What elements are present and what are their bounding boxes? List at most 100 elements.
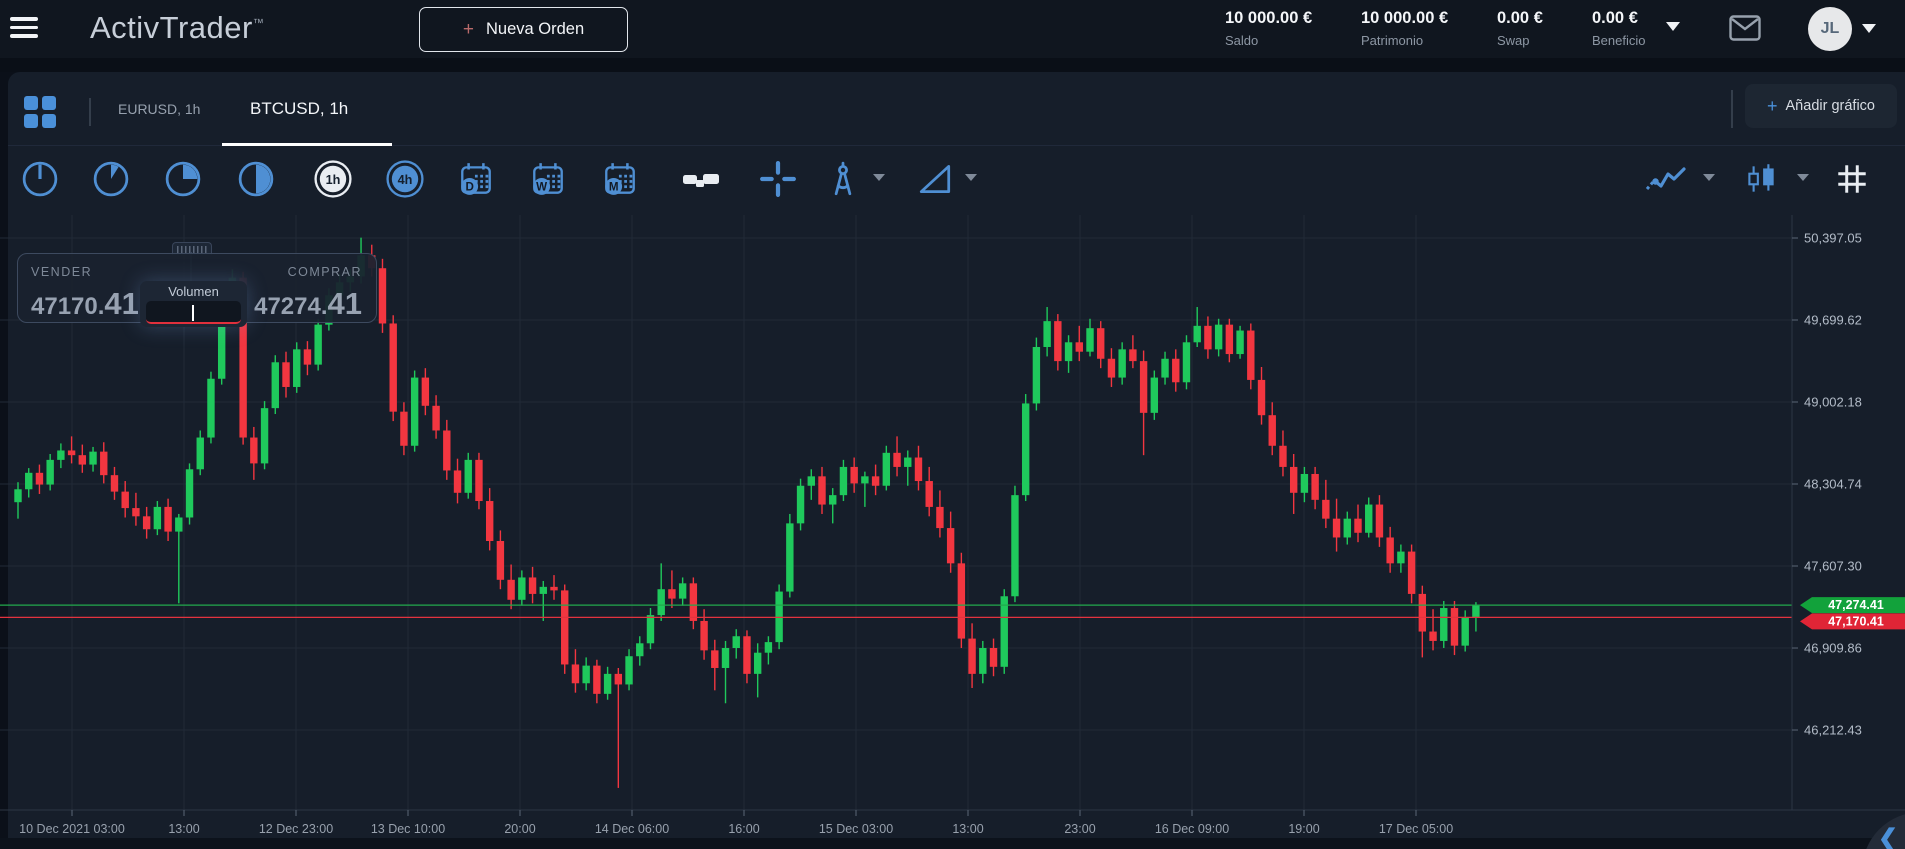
tf-1w-button[interactable]: W: [526, 155, 570, 203]
svg-text:20:00: 20:00: [504, 822, 535, 836]
menu-icon[interactable]: [10, 17, 38, 41]
app-logo: ActivTrader™: [90, 10, 265, 45]
svg-text:47,274.41: 47,274.41: [1828, 598, 1884, 612]
candles-layer: [14, 237, 1480, 788]
tf-4h-button[interactable]: 4h: [383, 155, 427, 203]
svg-text:49,002.18: 49,002.18: [1804, 395, 1862, 410]
workspace-gap: [0, 58, 1905, 72]
svg-text:M: M: [609, 181, 619, 194]
tab-eurusd[interactable]: EURUSD, 1h: [100, 72, 218, 146]
grid-layout-button[interactable]: [1830, 155, 1874, 203]
order-widget-drag-handle[interactable]: [172, 242, 212, 255]
divider: [1731, 90, 1733, 128]
bid-price-tag: 47,170.41: [1800, 613, 1905, 630]
swap-label: Swap: [1497, 33, 1530, 48]
tab-btcusd-label: BTCUSD, 1h: [250, 99, 349, 118]
add-chart-label: Añadir gráfico: [1785, 98, 1875, 114]
text-caret: [192, 305, 194, 321]
svg-text:47,170.41: 47,170.41: [1828, 614, 1884, 628]
avatar-initials: JL: [1820, 20, 1840, 37]
drawing-tools-button[interactable]: [821, 155, 865, 203]
active-tab-underline: [222, 143, 392, 146]
svg-text:15 Dec 03:00: 15 Dec 03:00: [819, 822, 893, 836]
header-bar: ActivTrader™ + Nueva Orden 10 000.00 € S…: [0, 0, 1905, 58]
buy-label: COMPRAR: [287, 265, 362, 279]
new-order-button[interactable]: + Nueva Orden: [419, 7, 628, 52]
tf-1h-button[interactable]: 1h: [311, 155, 355, 203]
chart-type-button[interactable]: [1739, 155, 1783, 203]
volume-input[interactable]: [146, 301, 241, 324]
chart-panel: [8, 72, 1905, 838]
svg-text:12 Dec 23:00: 12 Dec 23:00: [259, 822, 333, 836]
tab-eurusd-label: EURUSD, 1h: [118, 101, 201, 117]
candlestick-chart: 50,397.05 49,699.62 49,002.18 48,304.74 47,6…: [0, 215, 1905, 836]
divider: [89, 98, 91, 126]
indicators-button-caret-icon[interactable]: [1703, 174, 1715, 181]
volume-label: Volumen: [168, 284, 219, 299]
account-balance: 10 000.00 € Saldo: [1225, 9, 1312, 48]
tab-btcusd[interactable]: BTCUSD, 1h: [222, 72, 376, 146]
tf-5m-button[interactable]: [89, 155, 133, 203]
price-lines: [0, 604, 1792, 619]
trademark: ™: [252, 17, 265, 30]
buy-price-button[interactable]: 47274.41: [254, 286, 362, 321]
profit-value: 0.00 €: [1592, 9, 1638, 27]
chart-toolbar: 1h 4h D W M: [8, 146, 1905, 215]
shapes-tool-button-caret-icon[interactable]: [965, 174, 977, 181]
swap-value: 0.00 €: [1497, 9, 1543, 27]
volume-widget: Volumen: [140, 281, 247, 327]
svg-text:4h: 4h: [398, 173, 413, 187]
tf-1mo-button[interactable]: M: [598, 155, 642, 203]
svg-text:13:00: 13:00: [168, 822, 199, 836]
svg-text:47,607.30: 47,607.30: [1804, 559, 1862, 574]
svg-text:1h: 1h: [326, 173, 341, 187]
account-equity: 10 000.00 € Patrimonio: [1361, 9, 1448, 48]
svg-text:23:00: 23:00: [1064, 822, 1095, 836]
crosshair-button[interactable]: [756, 155, 800, 203]
svg-text:49,699.62: 49,699.62: [1804, 313, 1862, 328]
chart-type-button-caret-icon[interactable]: [1797, 174, 1809, 181]
ask-price-tag: 47,274.41: [1800, 597, 1905, 614]
account-swap: 0.00 € Swap: [1497, 9, 1543, 48]
svg-text:W: W: [536, 181, 547, 194]
add-chart-button[interactable]: + Añadir gráfico: [1745, 84, 1897, 128]
bottom-strip: [0, 838, 1905, 849]
plus-icon: +: [1767, 95, 1778, 116]
svg-text:14 Dec 06:00: 14 Dec 06:00: [595, 822, 669, 836]
price-axis: 50,397.05 49,699.62 49,002.18 48,304.74 47,6…: [0, 215, 1905, 811]
sell-price-button[interactable]: 47170.41: [31, 286, 139, 321]
svg-text:10 Dec 2021 03:00: 10 Dec 2021 03:00: [19, 822, 125, 836]
svg-text:50,397.05: 50,397.05: [1804, 231, 1862, 246]
account-profit: 0.00 € Beneficio: [1592, 9, 1645, 48]
svg-text:D: D: [465, 181, 473, 194]
balance-value: 10 000.00 €: [1225, 9, 1313, 27]
tf-30m-button[interactable]: [234, 155, 278, 203]
shapes-tool-button[interactable]: [913, 155, 957, 203]
equity-value: 10 000.00 €: [1361, 9, 1449, 27]
time-axis: 10 Dec 2021 03:00 13:00 12 Dec 23:00 13 Dec…: [19, 810, 1453, 836]
plus-icon: +: [462, 18, 474, 40]
account-dropdown-caret-icon[interactable]: [1666, 22, 1680, 31]
tf-1d-button[interactable]: D: [454, 155, 498, 203]
svg-text:13:00: 13:00: [952, 822, 983, 836]
indicators-button[interactable]: [1645, 155, 1689, 203]
svg-text:19:00: 19:00: [1288, 822, 1319, 836]
chevron-left-icon: ❮: [1878, 825, 1899, 849]
svg-text:17 Dec 05:00: 17 Dec 05:00: [1379, 822, 1453, 836]
svg-text:16:00: 16:00: [728, 822, 759, 836]
svg-text:48,304.74: 48,304.74: [1804, 477, 1862, 492]
positions-toggle-button[interactable]: [679, 155, 723, 203]
tf-1m-button[interactable]: [18, 155, 62, 203]
equity-label: Patrimonio: [1361, 33, 1424, 48]
mail-icon[interactable]: [1729, 15, 1761, 41]
balance-label: Saldo: [1225, 33, 1259, 48]
profile-dropdown-caret-icon[interactable]: [1862, 24, 1876, 33]
tf-15m-button[interactable]: [161, 155, 205, 203]
new-order-label: Nueva Orden: [485, 20, 585, 38]
layout-grid-icon[interactable]: [24, 96, 56, 128]
avatar[interactable]: JL: [1808, 7, 1852, 51]
drawing-tools-button-caret-icon[interactable]: [873, 174, 885, 181]
chart-canvas[interactable]: 50,397.05 49,699.62 49,002.18 48,304.74 47,6…: [0, 215, 1905, 849]
svg-text:16 Dec 09:00: 16 Dec 09:00: [1155, 822, 1229, 836]
